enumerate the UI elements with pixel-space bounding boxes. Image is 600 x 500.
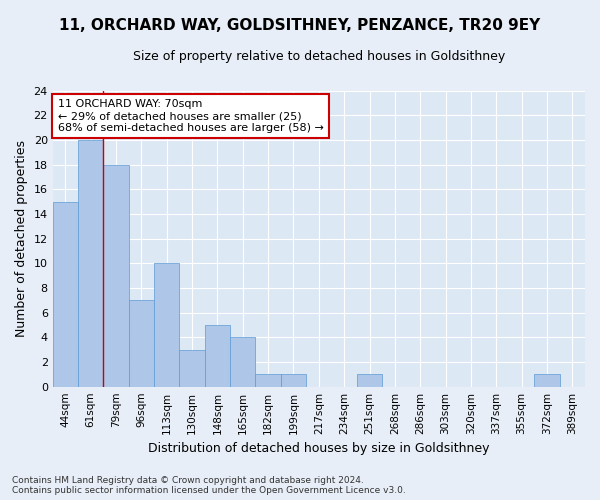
X-axis label: Distribution of detached houses by size in Goldsithney: Distribution of detached houses by size …: [148, 442, 490, 455]
Bar: [53, 202, 78, 386]
Text: 11, ORCHARD WAY, GOLDSITHNEY, PENZANCE, TR20 9EY: 11, ORCHARD WAY, GOLDSITHNEY, PENZANCE, …: [59, 18, 541, 32]
Text: Contains HM Land Registry data © Crown copyright and database right 2024.
Contai: Contains HM Land Registry data © Crown c…: [12, 476, 406, 495]
Bar: [179, 350, 205, 387]
Bar: [281, 374, 306, 386]
Bar: [103, 164, 129, 386]
Bar: [78, 140, 103, 386]
Bar: [154, 264, 179, 386]
Text: 11 ORCHARD WAY: 70sqm
← 29% of detached houses are smaller (25)
68% of semi-deta: 11 ORCHARD WAY: 70sqm ← 29% of detached …: [58, 100, 324, 132]
Y-axis label: Number of detached properties: Number of detached properties: [15, 140, 28, 337]
Bar: [230, 338, 256, 386]
Bar: [535, 374, 560, 386]
Bar: [129, 300, 154, 386]
Bar: [256, 374, 281, 386]
Bar: [357, 374, 382, 386]
Title: Size of property relative to detached houses in Goldsithney: Size of property relative to detached ho…: [133, 50, 505, 63]
Bar: [205, 325, 230, 386]
